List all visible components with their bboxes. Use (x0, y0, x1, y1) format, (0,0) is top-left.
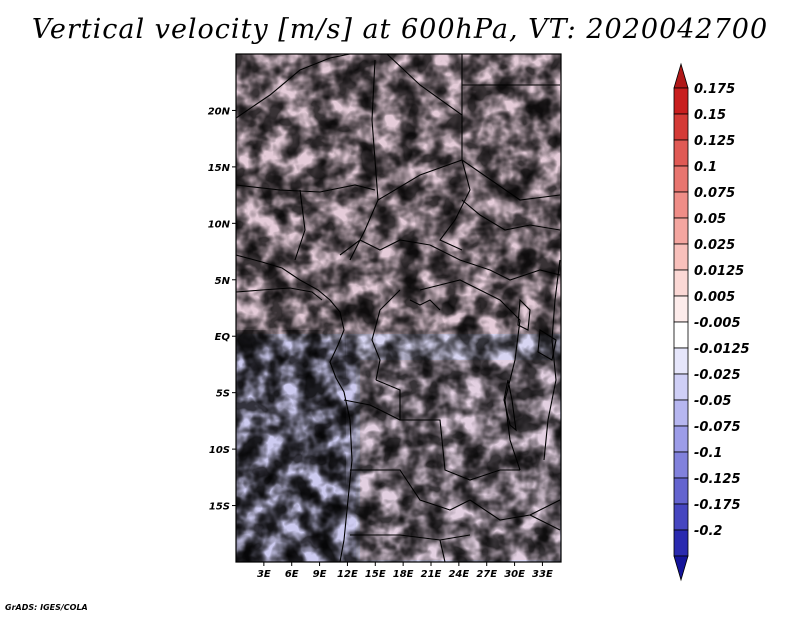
colorbar-swatch (673, 87, 689, 115)
lon-tick-label: 12E (337, 569, 358, 580)
lon-tick-label: 3E (257, 569, 271, 580)
colorbar-swatch (673, 529, 689, 557)
colorbar-label: 0.0125 (694, 264, 744, 279)
lat-tick-label: 15N (208, 163, 231, 174)
colorbar-bottom-cap (673, 555, 689, 582)
colorbar-swatch (673, 191, 689, 219)
colorbar-swatch (673, 503, 689, 531)
colorbar-swatch (673, 373, 689, 401)
lon-tick-label: 30E (504, 569, 525, 580)
colorbar-label: 0.05 (694, 212, 726, 227)
colorbar-label: 0.005 (694, 290, 735, 305)
lat-tick-label: EQ (215, 332, 231, 343)
colorbar-swatch (673, 425, 689, 453)
colorbar-label: -0.005 (694, 316, 741, 331)
map-title: Vertical velocity [m/s] at 600hPa, VT: 2… (31, 14, 769, 45)
lon-tick-label: 33E (532, 569, 553, 580)
velocity-field (236, 54, 561, 562)
lon-tick-label: 9E (313, 569, 327, 580)
grads-credit: GrADS: IGES/COLA (5, 603, 88, 612)
lat-tick-label: 5N (215, 276, 231, 287)
colorbar-swatch (673, 295, 689, 323)
colorbar-label: -0.05 (694, 394, 731, 409)
lat-tick-label: 5S (216, 389, 230, 400)
longitude-axis: 3E 6E 9E 12E 15E 18E 21E 24E 27E 30E 33E (257, 562, 553, 580)
lon-tick-label: 15E (365, 569, 386, 580)
colorbar-label: -0.2 (694, 524, 722, 539)
colorbar-label: -0.075 (694, 420, 741, 435)
lon-tick-label: 24E (448, 569, 469, 580)
colorbar-swatch (673, 139, 689, 167)
colorbar-label: -0.175 (694, 498, 741, 513)
colorbar-label: 0.075 (694, 186, 735, 201)
lon-tick-label: 18E (393, 569, 414, 580)
colorbar-label: -0.025 (694, 368, 741, 383)
colorbar-swatch (673, 321, 689, 349)
colorbar-label: -0.1 (694, 446, 722, 461)
country-borders (236, 54, 561, 562)
map-frame (235, 53, 562, 563)
lat-tick-label: 10S (209, 445, 230, 456)
colorbar-swatch (673, 399, 689, 427)
lon-tick-label: 6E (285, 569, 299, 580)
colorbar-label: 0.025 (694, 238, 735, 253)
lat-tick-label: 10N (208, 219, 231, 230)
colorbar-swatch (673, 347, 689, 375)
colorbar: 0.175 0.15 0.125 0.1 0.075 0.05 0.025 0.0125 0.0… (673, 62, 750, 582)
latitude-axis: 20N 15N 10N 5N EQ 5S 10S 15S (208, 106, 236, 513)
colorbar-label: 0.175 (694, 82, 735, 97)
colorbar-top-cap (673, 62, 689, 89)
colorbar-label: 0.15 (694, 108, 726, 123)
colorbar-label: 0.125 (694, 134, 735, 149)
lon-tick-label: 21E (421, 569, 442, 580)
colorbar-swatch (673, 477, 689, 505)
colorbar-swatch (673, 243, 689, 271)
lon-tick-label: 27E (476, 569, 497, 580)
colorbar-label: -0.125 (694, 472, 741, 487)
colorbar-label: 0.1 (694, 160, 717, 175)
colorbar-swatch (673, 113, 689, 141)
colorbar-swatch (673, 165, 689, 193)
colorbar-swatch (673, 451, 689, 479)
lat-tick-label: 15S (209, 502, 230, 513)
colorbar-label: -0.0125 (694, 342, 750, 357)
colorbar-swatch (673, 269, 689, 297)
colorbar-swatch (673, 217, 689, 245)
lat-tick-label: 20N (208, 106, 231, 117)
